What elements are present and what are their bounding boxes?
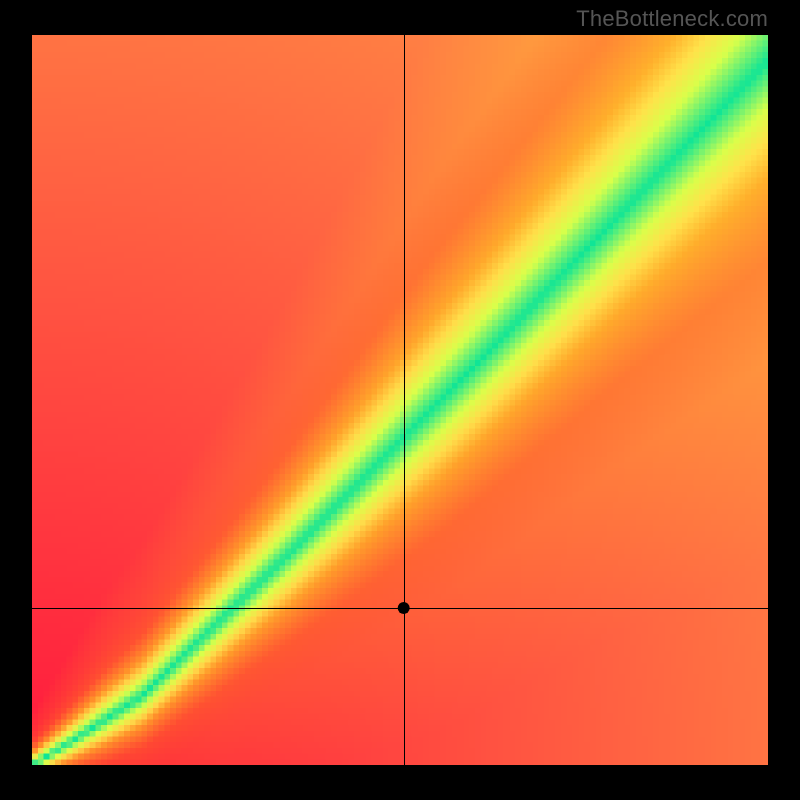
crosshair-overlay [32, 35, 768, 765]
watermark-text: TheBottleneck.com [576, 6, 768, 32]
chart-frame: TheBottleneck.com [0, 0, 800, 800]
